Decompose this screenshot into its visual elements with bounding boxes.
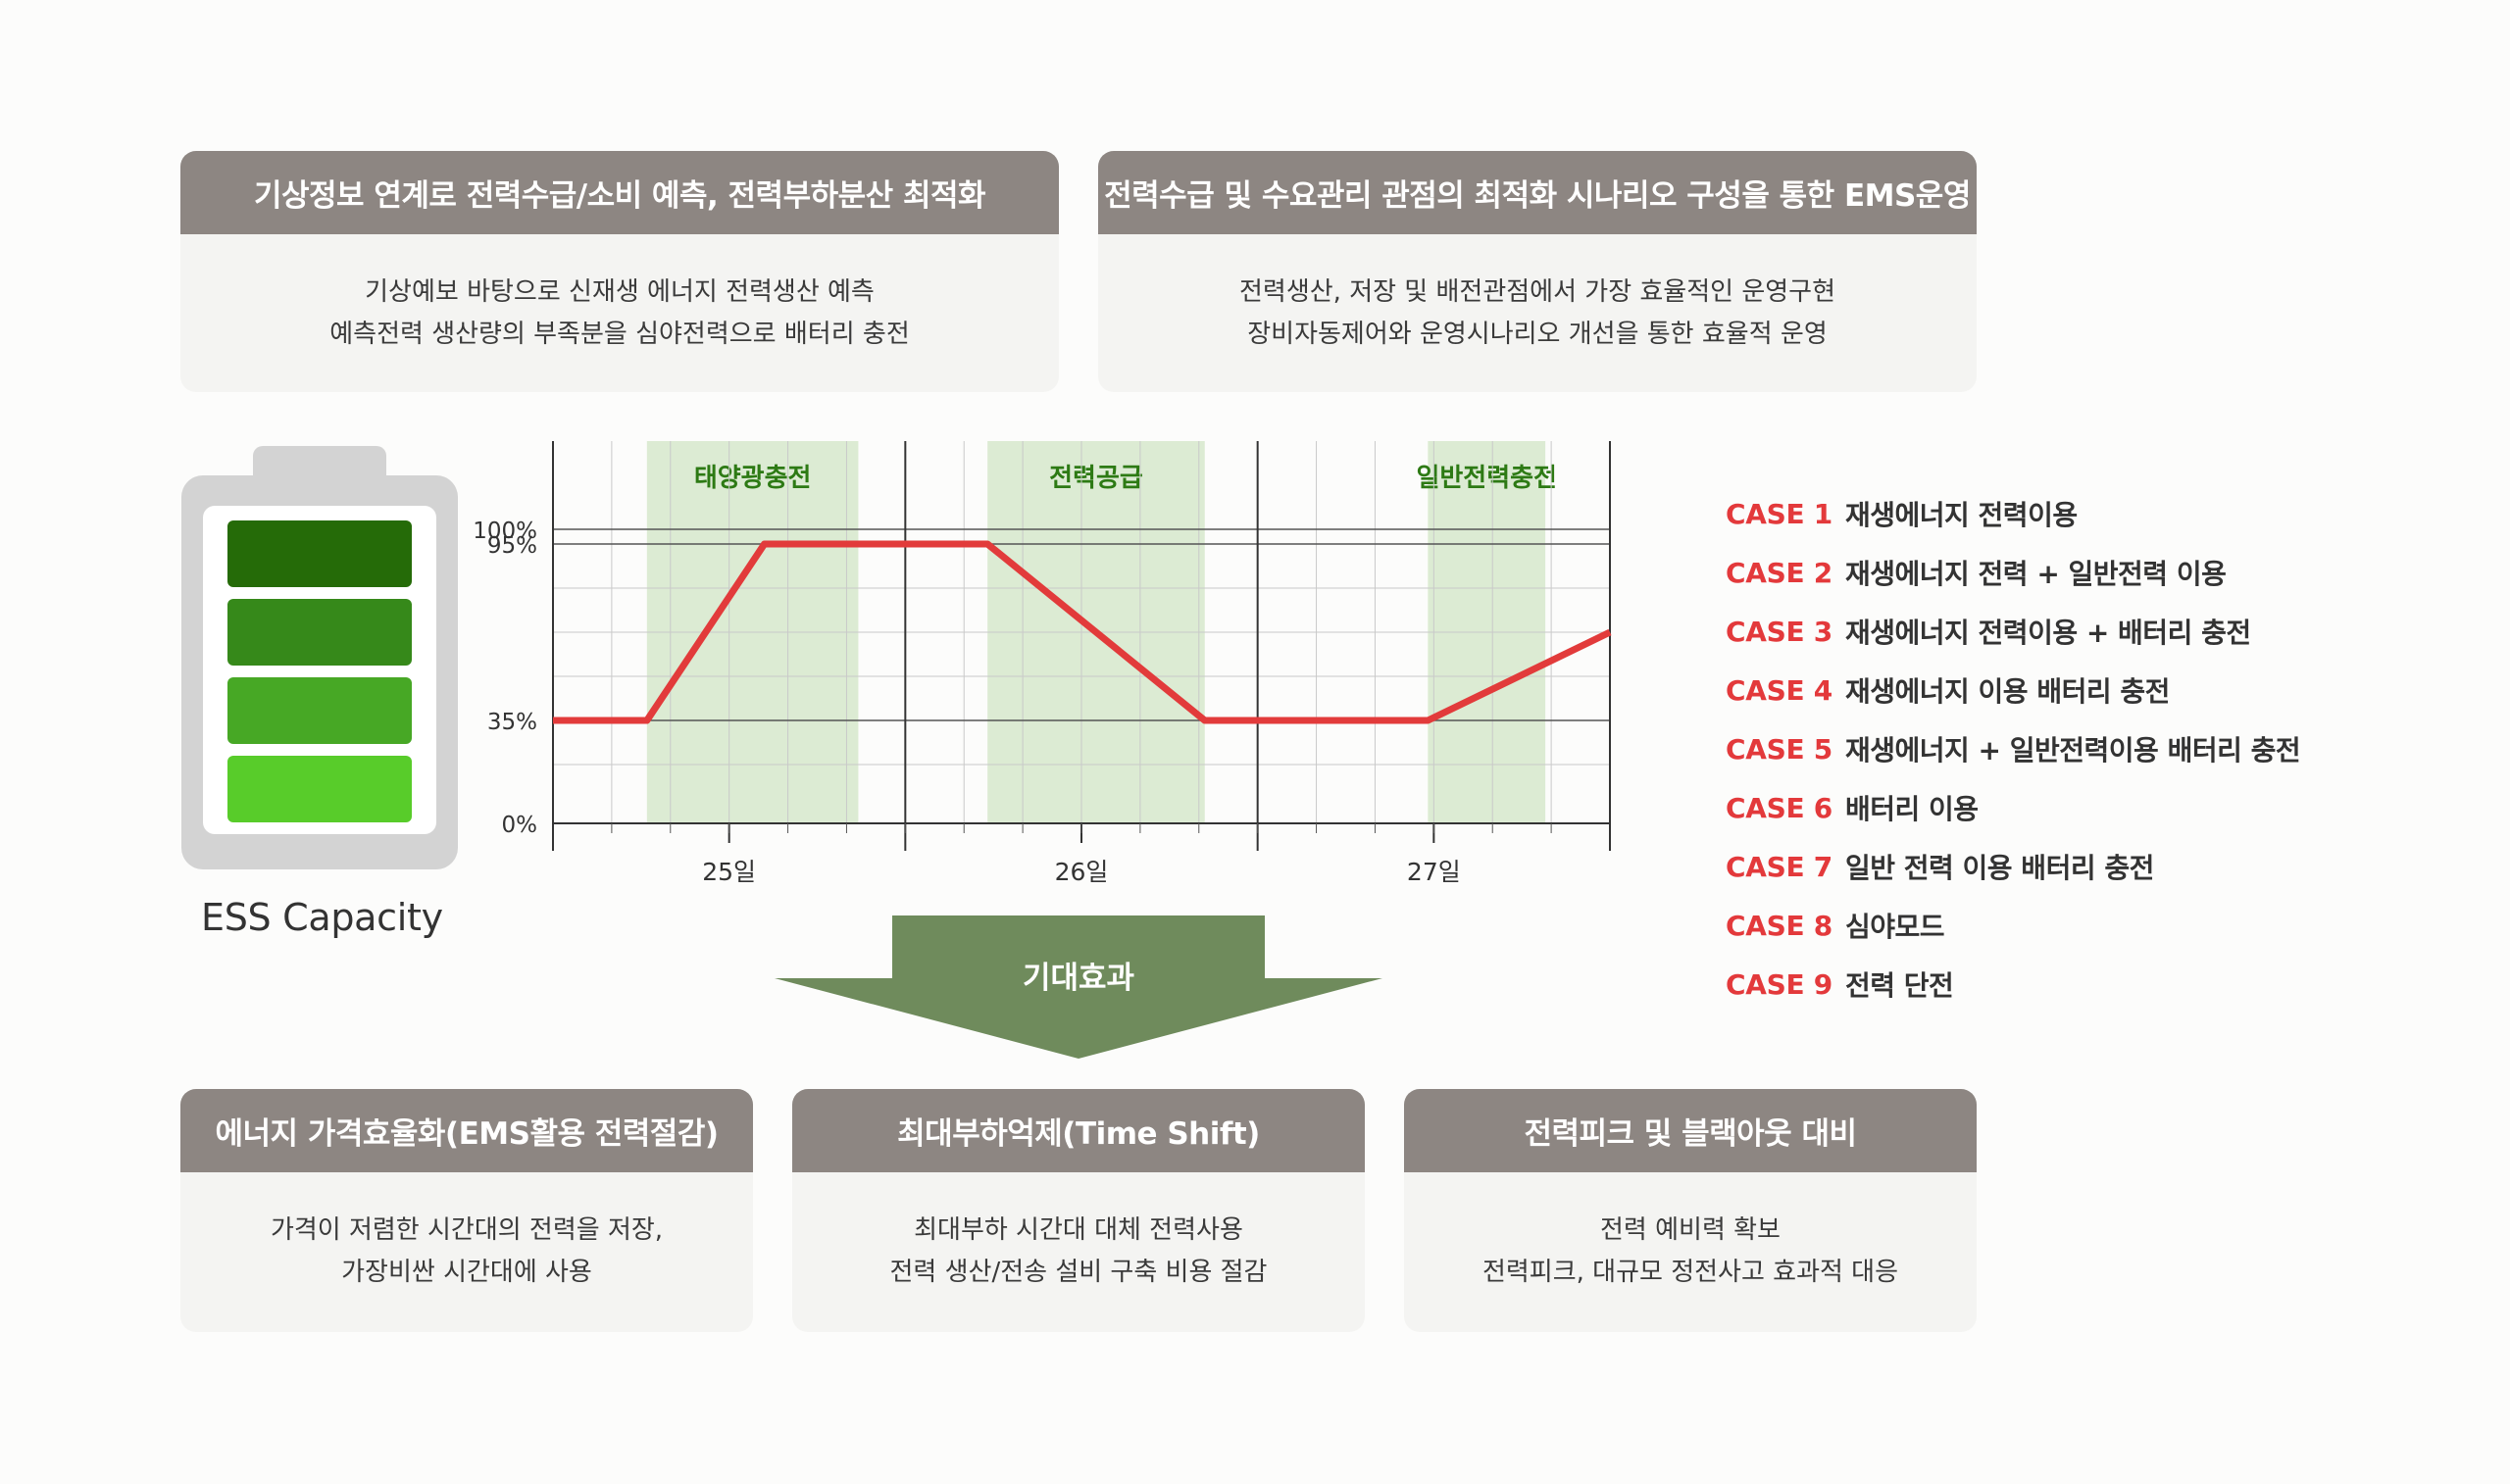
card-line: 장비자동제어와 운영시나리오 개선을 통한 효율적 운영 (1247, 320, 1828, 349)
case-desc: 심야모드 (1845, 911, 1945, 943)
case-item: CASE 3 재생에너지 전력이용 + 배터리 충전 (1726, 602, 2300, 661)
card-line: 예측전력 생산량의 부족분을 심야전력으로 배터리 충전 (329, 320, 910, 349)
expected-effect-label: 기대효과 (1022, 961, 1135, 996)
card-line: 기상예보 바탕으로 신재생 에너지 전력생산 예측 (365, 277, 875, 307)
battery-cell (227, 520, 412, 587)
chart-x-tick-label: 25일 (702, 858, 756, 886)
card-line: 가장비싼 시간대에 사용 (341, 1258, 592, 1287)
battery-inner (203, 506, 436, 834)
card-title: 에너지 가격효율화(EMS활용 전력절감) (180, 1089, 753, 1172)
case-item: CASE 2 재생에너지 전력 + 일반전력 이용 (1726, 543, 2300, 602)
card-line: 전력 생산/전송 설비 구축 비용 절감 (889, 1258, 1268, 1287)
chart-y-tick-label: 0% (502, 813, 538, 838)
ems-operation-card: 전력수급 및 수요관리 관점의 최적화 시나리오 구성을 통한 EMS운영 전력… (1098, 151, 1977, 392)
case-desc: 일반 전력 이용 배터리 충전 (1845, 852, 2154, 884)
chart-series-line (553, 540, 1612, 724)
chart-x-tick-label: 27일 (1407, 858, 1461, 886)
battery-cell (227, 599, 412, 666)
ess-capacity-chart: 태양광충전 전력공급 일반전력충전 0% 35% 95%100% 25일 26일 27일 (473, 441, 1612, 886)
case-item: CASE 4 재생에너지 이용 배터리 충전 (1726, 661, 2300, 719)
ess-capacity-label: ESS Capacity (201, 896, 443, 939)
case-desc: 재생에너지 이용 배터리 충전 (1845, 675, 2170, 708)
card-line: 가격이 저렴한 시간대의 전력을 저장, (270, 1215, 664, 1245)
case-desc: 재생에너지 전력이용 (1845, 499, 2078, 531)
case-code: CASE 8 (1726, 909, 1832, 942)
case-code: CASE 2 (1726, 556, 1832, 589)
card-body: 가격이 저렴한 시간대의 전력을 저장, 가장비싼 시간대에 사용 (180, 1172, 753, 1294)
energy-price-card: 에너지 가격효율화(EMS활용 전력절감) 가격이 저렴한 시간대의 전력을 저… (180, 1089, 753, 1332)
card-body: 전력생산, 저장 및 배전관점에서 가장 효율적인 운영구현 장비자동제어와 운… (1098, 234, 1977, 356)
card-body: 기상예보 바탕으로 신재생 에너지 전력생산 예측 예측전력 생산량의 부족분을… (180, 234, 1059, 356)
case-desc: 배터리 이용 (1845, 793, 1979, 825)
case-code: CASE 6 (1726, 791, 1832, 824)
case-item: CASE 5 재생에너지 + 일반전력이용 배터리 충전 (1726, 719, 2301, 778)
card-body: 전력 예비력 확보 전력피크, 대규모 정전사고 효과적 대응 (1404, 1172, 1977, 1294)
case-desc: 재생에너지 + 일반전력이용 배터리 충전 (1845, 734, 2301, 767)
card-line: 최대부하 시간대 대체 전력사용 (914, 1215, 1243, 1245)
card-title: 최대부하억제(Time Shift) (792, 1089, 1365, 1172)
blackout-card: 전력피크 및 블랙아웃 대비 전력 예비력 확보 전력피크, 대규모 정전사고 … (1404, 1089, 1977, 1332)
case-list: CASE 1 재생에너지 전력이용 CASE 2 재생에너지 전력 + 일반전력 이… (1726, 484, 2301, 1014)
case-code: CASE 1 (1726, 497, 1832, 530)
case-desc: 재생에너지 전력 + 일반전력 이용 (1845, 558, 2227, 590)
case-code: CASE 5 (1726, 732, 1832, 766)
case-desc: 재생에너지 전력이용 + 배터리 충전 (1845, 617, 2251, 649)
down-arrow-icon (775, 915, 1382, 1059)
case-item: CASE 1 재생에너지 전력이용 (1726, 484, 2300, 543)
card-title: 전력수급 및 수요관리 관점의 최적화 시나리오 구성을 통한 EMS운영 (1098, 151, 1977, 234)
arrow-shape (775, 915, 1382, 1059)
card-line: 전력생산, 저장 및 배전관점에서 가장 효율적인 운영구현 (1238, 277, 1835, 307)
case-item: CASE 6 배터리 이용 (1726, 778, 2300, 837)
card-body: 최대부하 시간대 대체 전력사용 전력 생산/전송 설비 구축 비용 절감 (792, 1172, 1365, 1294)
card-title: 전력피크 및 블랙아웃 대비 (1404, 1089, 1977, 1172)
card-title: 기상정보 연계로 전력수급/소비 예측, 전력부하분산 최적화 (180, 151, 1059, 234)
chart-band-label: 전력공급 (1049, 464, 1143, 493)
case-item: CASE 7 일반 전력 이용 배터리 충전 (1726, 837, 2300, 896)
chart-y-tick-label: 35% (487, 710, 537, 735)
peak-shift-card: 최대부하억제(Time Shift) 최대부하 시간대 대체 전력사용 전력 생… (792, 1089, 1365, 1332)
chart-y-tick-label: 100% (473, 519, 537, 544)
case-item: CASE 8 심야모드 (1726, 896, 2300, 955)
battery-cell (227, 677, 412, 744)
card-line: 전력피크, 대규모 정전사고 효과적 대응 (1481, 1258, 1899, 1287)
chart-y-tick-label: 95% (487, 533, 537, 559)
case-code: CASE 4 (1726, 673, 1832, 707)
battery-cell (227, 756, 412, 822)
card-line: 전력 예비력 확보 (1600, 1215, 1781, 1245)
battery-icon (181, 446, 458, 869)
chart-x-tick-label: 26일 (1055, 858, 1109, 886)
case-code: CASE 7 (1726, 850, 1832, 883)
case-item: CASE 9 전력 단전 (1726, 955, 2300, 1014)
case-code: CASE 9 (1726, 967, 1832, 1001)
weather-forecast-card: 기상정보 연계로 전력수급/소비 예측, 전력부하분산 최적화 기상예보 바탕으… (180, 151, 1059, 392)
chart-band-label: 일반전력충전 (1416, 464, 1557, 493)
case-desc: 전력 단전 (1845, 969, 1954, 1002)
case-code: CASE 3 (1726, 615, 1832, 648)
chart-band-label: 태양광충전 (694, 464, 812, 493)
